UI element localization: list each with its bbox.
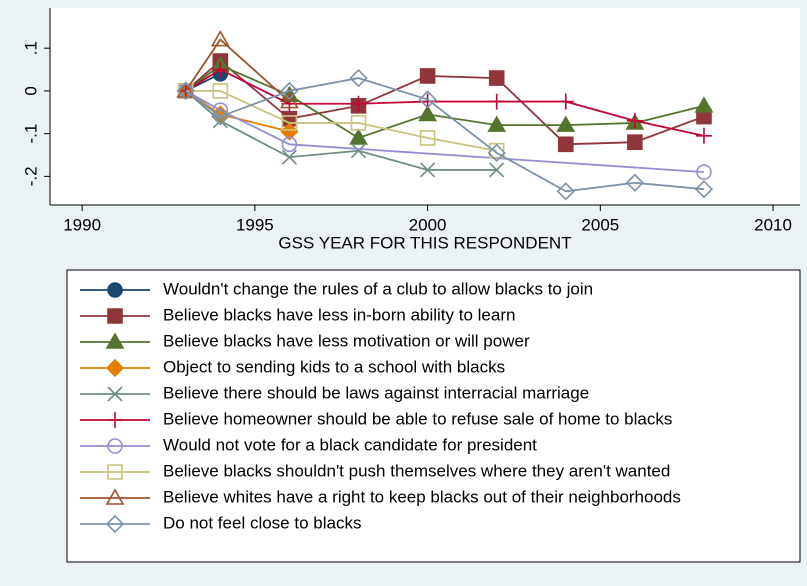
data-point xyxy=(212,61,229,78)
data-point xyxy=(280,81,299,101)
data-point xyxy=(280,91,299,109)
data-point xyxy=(281,136,298,153)
data-point xyxy=(212,83,229,99)
legend-marker xyxy=(105,488,125,505)
data-point xyxy=(349,68,368,88)
x-tick-label: 1990 xyxy=(63,215,101,234)
x-axis-title: GSS YEAR FOR THIS RESPONDENT xyxy=(278,233,571,252)
data-point xyxy=(211,107,230,126)
data-point xyxy=(626,112,643,129)
data-point xyxy=(489,162,505,178)
series-line xyxy=(185,38,291,103)
data-point xyxy=(557,93,574,110)
data-point xyxy=(350,95,367,112)
y-tick-label: .1 xyxy=(21,41,40,55)
legend-marker xyxy=(107,282,123,298)
legend-marker xyxy=(105,514,125,534)
legend-marker xyxy=(107,412,123,428)
data-point xyxy=(350,115,367,131)
legend-marker xyxy=(107,464,123,480)
data-point xyxy=(694,180,714,199)
data-point xyxy=(625,173,645,192)
y-tick-label: -.2 xyxy=(21,166,40,186)
legend-marker xyxy=(105,358,125,378)
legend-label: Believe blacks have less motivation or w… xyxy=(163,331,530,350)
data-point xyxy=(176,81,195,101)
series-line xyxy=(185,77,705,193)
x-tick-label: 2005 xyxy=(581,215,619,234)
y-tick-label: -.1 xyxy=(21,124,40,144)
data-point xyxy=(176,81,196,98)
plot-area xyxy=(50,8,800,205)
legend-label: Believe blacks shouldn't push themselves… xyxy=(163,461,670,480)
legend-label: Would not vote for a black candidate for… xyxy=(163,435,537,454)
data-point xyxy=(556,182,575,201)
data-point xyxy=(696,164,712,180)
legend-label: Wouldn't change the rules of a club to a… xyxy=(163,279,593,298)
data-point xyxy=(350,143,367,159)
data-point xyxy=(419,130,436,146)
x-tick-label: 2000 xyxy=(409,215,447,234)
data-point xyxy=(177,83,194,99)
data-point xyxy=(349,128,368,145)
data-point xyxy=(694,96,714,113)
legend-label: Do not feel close to blacks xyxy=(163,513,361,532)
legend-label: Object to sending kids to a school with … xyxy=(163,357,505,376)
legend-marker xyxy=(107,438,123,454)
legend-marker xyxy=(107,308,123,324)
x-tick-label: 2010 xyxy=(754,215,792,234)
data-point xyxy=(488,70,505,86)
legend-label: Believe blacks have less in-born ability… xyxy=(163,305,515,324)
data-point xyxy=(488,93,505,110)
data-point xyxy=(210,30,230,47)
data-point xyxy=(419,68,436,84)
data-point xyxy=(281,115,298,131)
legend-marker xyxy=(107,386,123,402)
legend-marker xyxy=(105,332,125,349)
data-point xyxy=(418,90,437,109)
legend xyxy=(66,269,801,563)
data-point xyxy=(556,115,576,132)
x-tick-label: 1995 xyxy=(236,215,274,234)
data-point xyxy=(627,134,643,150)
data-point xyxy=(487,115,507,132)
y-tick-label: 0 xyxy=(21,86,40,95)
data-point xyxy=(487,143,506,162)
data-point xyxy=(280,122,299,141)
legend-label: Believe whites have a right to keep blac… xyxy=(163,487,681,506)
legend-label: Believe homeowner should be able to refu… xyxy=(163,409,672,428)
data-point xyxy=(418,104,437,122)
data-point xyxy=(557,136,574,153)
series-line xyxy=(185,90,497,152)
data-point xyxy=(695,127,712,144)
legend-label: Believe there should be laws against int… xyxy=(163,383,589,402)
data-point xyxy=(420,162,436,178)
data-point xyxy=(281,149,297,165)
